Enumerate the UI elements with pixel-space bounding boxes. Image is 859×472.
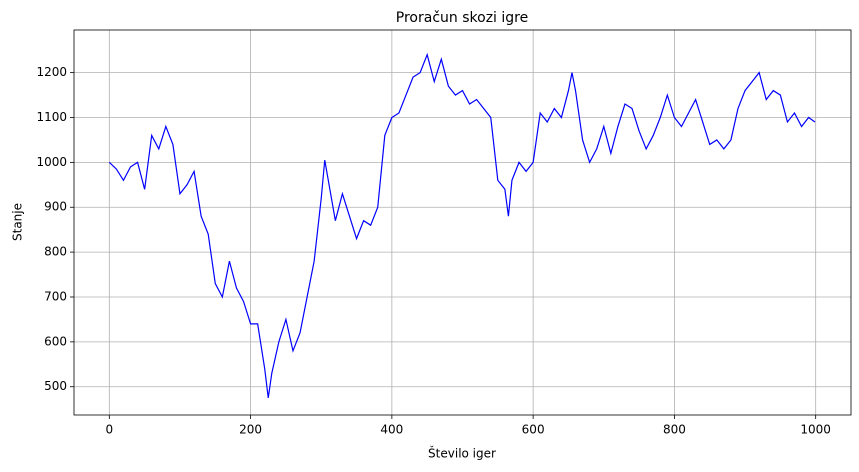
x-tick-label: 0 xyxy=(105,423,113,437)
y-tick-label: 700 xyxy=(44,289,67,303)
data-line xyxy=(108,52,816,399)
y-axis-label: Stanje xyxy=(11,203,25,241)
y-tick-label: 1200 xyxy=(36,65,67,79)
x-tick-label: 400 xyxy=(380,423,403,437)
plot-frame xyxy=(73,29,852,416)
x-axis-label: Število iger xyxy=(428,446,496,461)
x-tick-label: 600 xyxy=(522,423,545,437)
y-tick-label: 500 xyxy=(44,379,67,393)
x-tick-label: 200 xyxy=(239,423,262,437)
y-tick-label: 600 xyxy=(44,334,67,348)
x-tick-label: 1000 xyxy=(800,423,831,437)
y-tick-label: 1000 xyxy=(36,155,67,169)
y-tick-label: 1100 xyxy=(36,110,67,124)
y-tick-label: 800 xyxy=(44,245,67,259)
x-tick-label: 800 xyxy=(663,423,686,437)
chart-title: Proračun skozi igre xyxy=(396,10,528,26)
y-tick-label: 900 xyxy=(44,200,67,214)
